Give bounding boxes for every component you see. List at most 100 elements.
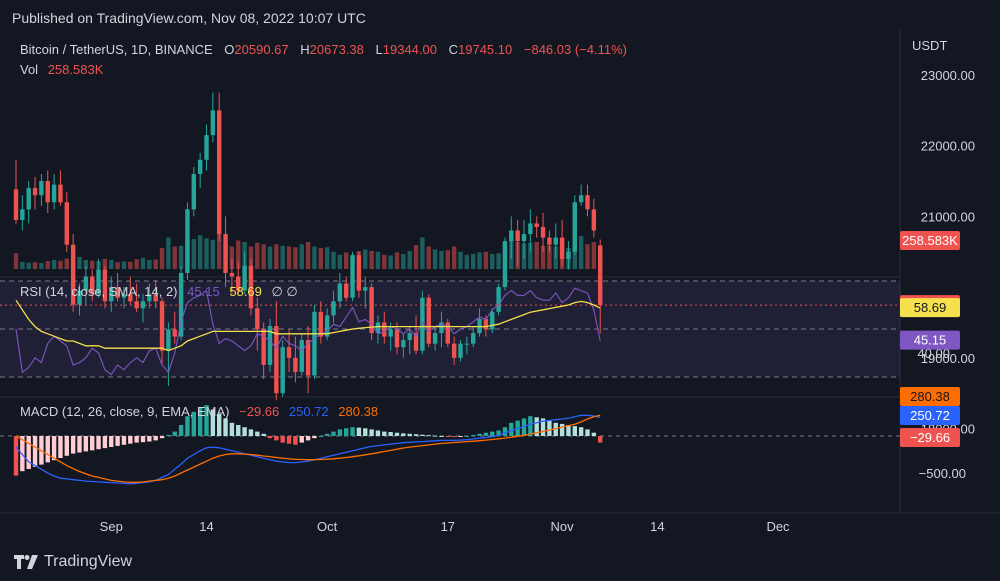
- candle-body: [451, 343, 457, 358]
- volume-badge: 258.583K: [902, 233, 958, 248]
- price-axis[interactable]: 23000.0022000.0021000.0019000.0018000.00…: [900, 68, 975, 481]
- price-tick-label: 19000.00: [921, 351, 975, 366]
- macd-histogram-bar: [464, 436, 470, 437]
- volume-bar: [45, 261, 50, 269]
- candle-body: [191, 173, 196, 210]
- volume-bar: [337, 254, 343, 269]
- candle-body: [312, 311, 317, 376]
- candle-body: [121, 294, 127, 298]
- macd-legend[interactable]: MACD (12, 26, close, 9, EMA, EMA) −29.66…: [20, 404, 378, 419]
- candle-body: [58, 184, 63, 203]
- candle-body: [159, 301, 165, 351]
- volume-bar: [324, 247, 330, 269]
- macd-histogram-bar: [585, 429, 590, 436]
- candle-body: [147, 294, 152, 302]
- tradingview-logo-icon: [14, 555, 38, 569]
- candle-body: [337, 283, 343, 302]
- volume-legend[interactable]: Vol 258.583K: [20, 62, 104, 77]
- macd-histogram-bar: [407, 433, 412, 436]
- candle-body: [172, 329, 177, 337]
- macd-histogram-bar: [451, 436, 457, 437]
- currency-label: USDT: [912, 38, 947, 53]
- volume-bar: [128, 261, 133, 269]
- tradingview-brand[interactable]: TradingView: [14, 553, 132, 571]
- open-label: O: [224, 42, 234, 57]
- rsi-pane[interactable]: [15, 287, 601, 376]
- candle-body: [51, 184, 57, 203]
- volume-bar: [210, 239, 216, 269]
- macd-pane[interactable]: [13, 405, 603, 485]
- volume-badge-bg: [900, 231, 960, 250]
- macd-histogram-bar: [51, 436, 57, 461]
- candle-body: [109, 287, 114, 302]
- macd-histogram-bar: [178, 425, 184, 436]
- macd-hist-badge: −29.66: [910, 430, 950, 445]
- rsi-legend[interactable]: RSI (14, close, SMA, 14, 2) 45.15 58.69 …: [20, 284, 298, 299]
- volume-bar: [134, 259, 139, 269]
- volume-bar: [178, 245, 184, 269]
- candle-body: [540, 227, 546, 238]
- volume-bar: [267, 246, 273, 269]
- volume-bar: [394, 252, 400, 269]
- symbol-legend[interactable]: Bitcoin / TetherUS, 1D, BINANCE O20590.6…: [20, 42, 627, 57]
- candle-body: [128, 294, 133, 302]
- candle-body: [369, 287, 374, 334]
- macd-histogram-bar: [223, 418, 228, 436]
- candle-body: [236, 276, 241, 291]
- candle-body: [547, 237, 552, 245]
- macd-histogram-bar: [172, 431, 177, 436]
- volume-bar: [439, 251, 444, 269]
- macd-histogram-bar: [121, 436, 127, 445]
- volume-bar: [261, 244, 266, 269]
- candle-body: [426, 297, 431, 344]
- candle-body: [394, 329, 400, 348]
- volume-label: Vol: [20, 62, 38, 77]
- macd-histogram-bar: [45, 436, 50, 463]
- rsi-sma-badge-bg: [900, 298, 960, 318]
- candle-body: [115, 287, 120, 298]
- time-tick-label: Nov: [551, 519, 575, 534]
- macd-histogram-bar: [566, 425, 571, 436]
- volume-bar: [420, 237, 425, 269]
- time-tick-label: Dec: [766, 519, 790, 534]
- candle-body: [20, 209, 25, 220]
- volume-bar: [229, 246, 235, 269]
- macd-histogram-bar: [401, 433, 406, 436]
- candle-body: [305, 340, 311, 376]
- macd-histogram-bar: [293, 436, 298, 445]
- volume-bar: [464, 254, 470, 269]
- macd-histogram-bar: [32, 436, 38, 467]
- time-axis[interactable]: Sep 14 Oct 17 Nov 14 Dec: [100, 519, 790, 534]
- candle-body: [490, 311, 495, 330]
- price-pane[interactable]: [0, 92, 900, 401]
- candle-body: [140, 301, 146, 309]
- macd-histogram-bar: [369, 429, 374, 436]
- candle-body: [420, 297, 425, 351]
- macd-histogram-bar: [413, 434, 419, 436]
- macd-badge: 250.72: [910, 408, 950, 423]
- macd-line: [15, 414, 601, 485]
- volume-bar: [458, 251, 463, 269]
- macd-histogram-bar: [490, 431, 495, 436]
- volume-bar: [477, 252, 482, 269]
- candle-body: [566, 251, 571, 259]
- macd-histogram-bar: [274, 436, 279, 441]
- candle-body: [274, 325, 279, 394]
- macd-histogram-bar: [197, 407, 203, 436]
- volume-bar: [77, 257, 82, 269]
- macd-histogram-bar: [70, 436, 76, 454]
- macd-histogram-bar: [331, 431, 336, 436]
- volume-bar: [32, 262, 38, 269]
- volume-bar: [540, 245, 546, 269]
- volume-bar: [83, 260, 89, 269]
- macd-histogram-bar: [58, 436, 63, 458]
- volume-bar: [382, 254, 387, 269]
- macd-histogram-bar: [382, 431, 387, 436]
- candle-body: [553, 237, 558, 245]
- candle-body: [375, 322, 381, 334]
- volume-bar: [166, 237, 171, 269]
- macd-histogram-bar: [559, 423, 565, 436]
- volume-bar: [413, 245, 419, 269]
- volume-bar: [483, 251, 489, 269]
